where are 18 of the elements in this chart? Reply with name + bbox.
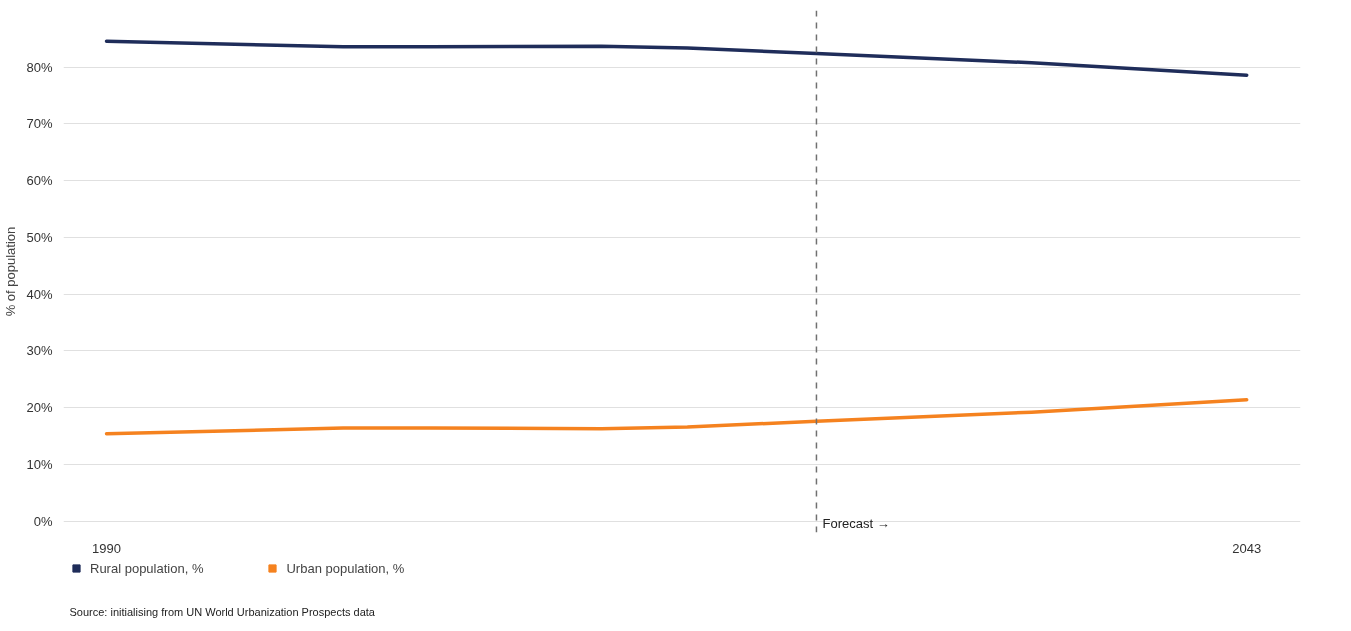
y-tick-label: 70%: [26, 116, 53, 132]
y-tick-label: 60%: [26, 173, 53, 189]
line-series: [104, 397, 1249, 436]
y-tick-label: 0%: [33, 513, 53, 529]
y-axis-title: % of population: [3, 226, 19, 317]
legend-label: Rural population, %: [90, 560, 204, 576]
y-tick-label: 80%: [26, 59, 53, 75]
source-note: Source: initialising from UN World Urbanization Prospects data: [69, 605, 376, 618]
y-tick-label: 30%: [26, 343, 53, 359]
line-series: [104, 39, 1249, 77]
y-tick-label: 10%: [26, 456, 53, 472]
ref-line-label: Forecast →: [822, 515, 890, 531]
y-tick-label: 20%: [26, 400, 53, 416]
x-tick-label: 2043: [1232, 540, 1262, 556]
legend-label: Urban population, %: [286, 560, 405, 576]
y-tick-label: 50%: [26, 229, 53, 245]
y-tick-label: 40%: [26, 286, 53, 302]
x-tick-label: 1990: [92, 540, 121, 556]
